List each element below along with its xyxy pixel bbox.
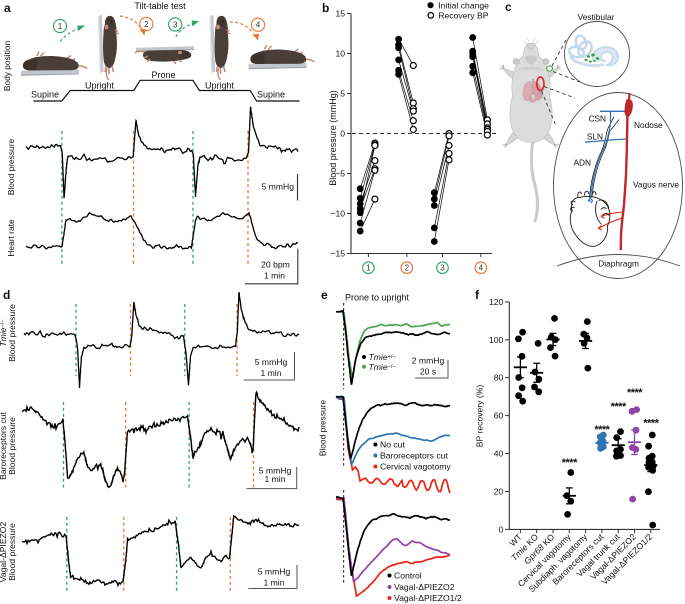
svg-text:Blood pressure: Blood pressure	[318, 399, 328, 456]
svg-text:0: 0	[499, 524, 504, 534]
svg-text:5 mmHg: 5 mmHg	[259, 466, 292, 476]
svg-text:Blood pressure: Blood pressure	[7, 417, 17, 475]
svg-text:****: ****	[627, 387, 643, 399]
svg-text:Cervical vagotomy: Cervical vagotomy	[380, 462, 451, 472]
svg-text:Baroreceptors cut: Baroreceptors cut	[380, 451, 448, 461]
svg-text:5: 5	[340, 89, 345, 99]
svg-text:10: 10	[335, 49, 345, 59]
svg-text:60: 60	[494, 411, 504, 421]
svg-text:d: d	[3, 288, 10, 302]
svg-text:Blood pressure: Blood pressure	[7, 304, 17, 362]
svg-text:****: ****	[643, 417, 659, 429]
svg-text:3: 3	[440, 264, 445, 273]
svg-text:****: ****	[611, 401, 627, 413]
svg-text:5 mmHg: 5 mmHg	[258, 567, 291, 577]
svg-text:CSN: CSN	[588, 114, 606, 124]
svg-text:Recovery BP: Recovery BP	[438, 11, 488, 21]
svg-text:a: a	[4, 1, 11, 15]
svg-text:****: ****	[594, 424, 610, 436]
svg-text:Blood pressure: Blood pressure	[6, 138, 16, 195]
svg-text:Body position: Body position	[2, 41, 12, 92]
svg-text:0: 0	[340, 129, 345, 139]
svg-text:20 bpm: 20 bpm	[261, 260, 290, 270]
svg-text:1: 1	[58, 22, 63, 31]
svg-text:b: b	[322, 1, 329, 15]
svg-text:Tilt-table test: Tilt-table test	[134, 1, 186, 11]
svg-text:4: 4	[479, 264, 484, 273]
svg-text:Blood pressure (mmHg): Blood pressure (mmHg)	[328, 90, 338, 186]
svg-text:80: 80	[494, 373, 504, 383]
svg-text:****: ****	[562, 457, 578, 469]
svg-text:20: 20	[494, 487, 504, 497]
svg-text:Prone: Prone	[151, 70, 175, 80]
svg-text:Initial change: Initial change	[438, 0, 489, 10]
svg-text:Supine: Supine	[31, 90, 59, 100]
svg-text:Prone to upright: Prone to upright	[345, 293, 410, 303]
svg-text:Tmie+/−: Tmie+/−	[369, 352, 396, 362]
svg-text:Blood pressure: Blood pressure	[7, 523, 17, 581]
svg-text:2: 2	[144, 20, 149, 29]
svg-text:Tmie−/−: Tmie−/−	[0, 319, 8, 346]
svg-text:5 mmHg: 5 mmHg	[262, 182, 295, 192]
svg-text:2 mmHg: 2 mmHg	[412, 356, 445, 366]
svg-text:−15: −15	[330, 249, 345, 259]
svg-text:Nodose: Nodose	[634, 120, 663, 130]
svg-text:Heart rate: Heart rate	[6, 219, 16, 257]
svg-text:c: c	[505, 0, 512, 14]
svg-text:Upright: Upright	[205, 81, 235, 91]
svg-text:1: 1	[366, 264, 371, 273]
svg-text:−10: −10	[330, 209, 345, 219]
svg-text:1 min: 1 min	[260, 368, 281, 378]
svg-text:15: 15	[335, 9, 345, 19]
svg-text:No cut: No cut	[380, 440, 405, 450]
svg-text:−5: −5	[335, 169, 345, 179]
svg-text:4: 4	[256, 21, 261, 30]
svg-text:Diaphragm: Diaphragm	[598, 259, 639, 269]
svg-text:Upright: Upright	[85, 81, 115, 91]
svg-text:Control: Control	[394, 571, 422, 581]
svg-text:SLN: SLN	[587, 132, 603, 142]
svg-text:40: 40	[494, 449, 504, 459]
svg-text:Vagus nerve: Vagus nerve	[633, 180, 679, 190]
svg-text:Vagal-ΔPIEZO2: Vagal-ΔPIEZO2	[0, 522, 8, 583]
svg-text:Baroreceptors cut: Baroreceptors cut	[0, 411, 8, 479]
svg-text:1 min: 1 min	[264, 474, 285, 484]
svg-text:Tmie−/−: Tmie−/−	[369, 362, 396, 372]
svg-text:ADN: ADN	[573, 158, 591, 168]
svg-text:100: 100	[489, 335, 504, 345]
svg-text:BP recovery (%): BP recovery (%)	[475, 385, 485, 448]
svg-text:20 s: 20 s	[420, 367, 436, 377]
svg-text:5 mmHg: 5 mmHg	[255, 357, 288, 367]
svg-text:e: e	[321, 288, 328, 302]
svg-text:2: 2	[405, 264, 410, 273]
svg-text:Vagal-ΔPIEZO1/2: Vagal-ΔPIEZO1/2	[394, 593, 462, 603]
svg-text:Vagal-ΔPIEZO2: Vagal-ΔPIEZO2	[394, 582, 455, 592]
svg-text:3: 3	[173, 20, 178, 29]
svg-text:1 min: 1 min	[264, 271, 285, 281]
svg-text:Supine: Supine	[257, 90, 285, 100]
svg-text:Vestibular: Vestibular	[578, 12, 615, 22]
svg-text:1 min: 1 min	[263, 578, 284, 588]
svg-text:120: 120	[489, 297, 504, 307]
svg-text:f: f	[475, 288, 480, 302]
